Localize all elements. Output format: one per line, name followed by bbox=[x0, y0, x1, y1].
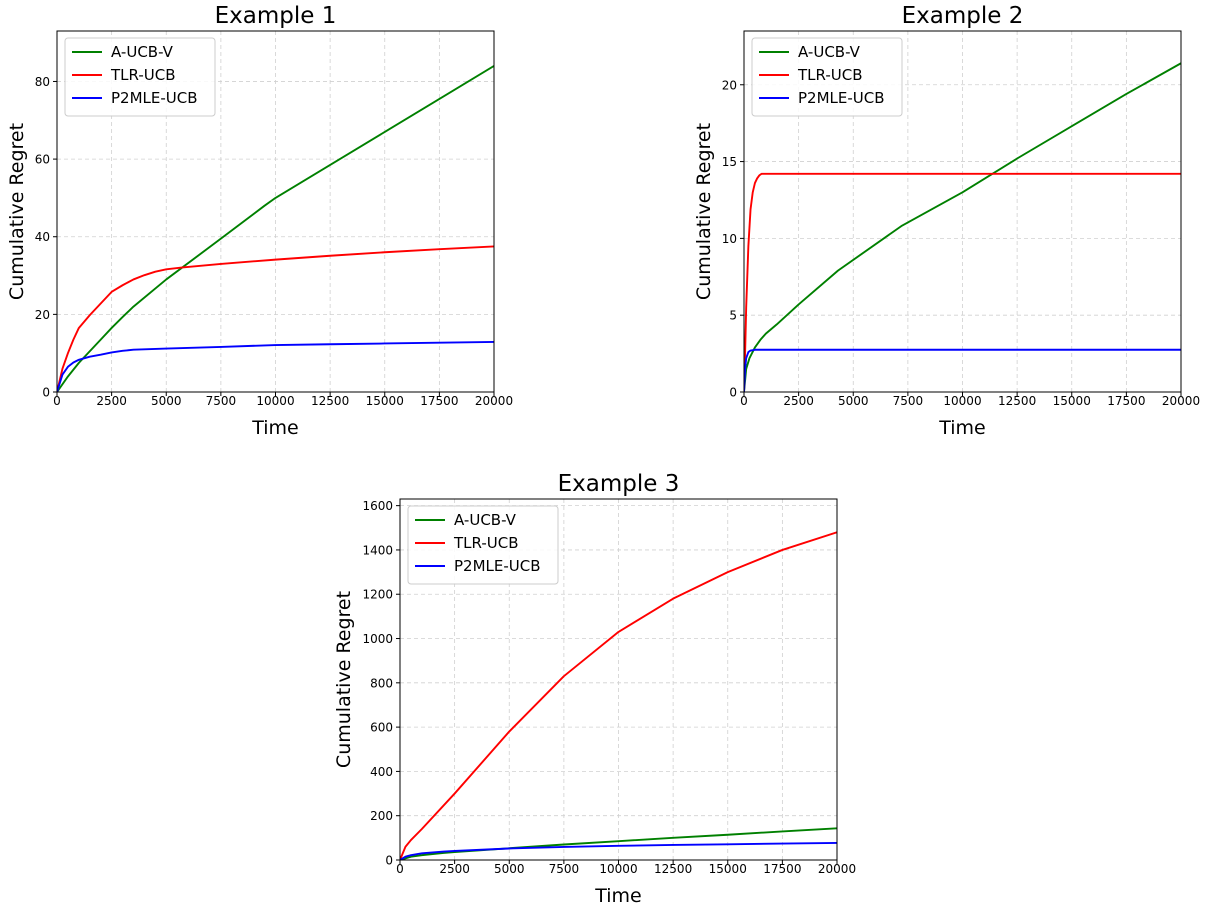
chart-1: 0 2500 5000 7500 10000 12500 15000 17500 20000 0 2… bbox=[6, 3, 513, 439]
chart-3-xtick-label-7: 17500 bbox=[763, 862, 801, 876]
chart-3-legend-label-p2mle-ucb: P2MLE-UCB bbox=[454, 557, 541, 575]
chart-3-ytick-label-5: 1000 bbox=[362, 632, 393, 646]
chart-1-series-p2mle-ucb bbox=[57, 340, 494, 392]
chart-1-legend-label-p2mle-ucb: P2MLE-UCB bbox=[111, 89, 198, 107]
chart-3-ytick-label-4: 800 bbox=[370, 676, 393, 690]
chart-1-ytick-label-3: 60 bbox=[35, 153, 50, 167]
chart-1-title: Example 1 bbox=[215, 3, 337, 29]
chart-2-xtick-label-3: 7500 bbox=[893, 394, 924, 408]
chart-1-xtick-label-6: 15000 bbox=[366, 394, 404, 408]
chart-1-xtick-label-1: 2500 bbox=[96, 394, 127, 408]
chart-2-xtick-label-8: 20000 bbox=[1162, 394, 1200, 408]
chart-3-ylabel: Cumulative Regret bbox=[333, 591, 355, 768]
chart-3-ytick-label-6: 1200 bbox=[362, 588, 393, 602]
chart-3-xtick-label-8: 20000 bbox=[818, 862, 856, 876]
chart-3-ytick-label-8: 1600 bbox=[362, 499, 393, 513]
chart-1-legend bbox=[64, 37, 216, 117]
chart-2-series-a-ucb-v bbox=[744, 62, 1181, 392]
chart-3-series-tlr-ucb bbox=[400, 531, 837, 860]
chart-1-series-tlr-ucb bbox=[57, 245, 494, 392]
chart-3-series-p2mle-ucb bbox=[400, 842, 837, 860]
chart-2-xtick-label-4: 10000 bbox=[943, 394, 981, 408]
chart-3-ytick-label-2: 400 bbox=[370, 765, 393, 779]
chart-3-xtick-label-5: 12500 bbox=[654, 862, 692, 876]
chart-1-xtick-label-7: 17500 bbox=[420, 394, 458, 408]
chart-1-xtick-label-4: 10000 bbox=[256, 394, 294, 408]
chart-2-xtick-label-5: 12500 bbox=[998, 394, 1036, 408]
chart-3-xtick-label-4: 10000 bbox=[599, 862, 637, 876]
chart-3-ytick-label-0: 0 bbox=[385, 854, 393, 868]
chart-1-xtick-label-3: 7500 bbox=[206, 394, 237, 408]
chart-3: 0 2500 5000 7500 10000 12500 15000 17500 20000 0 2… bbox=[333, 471, 856, 907]
chart-2-xtick-label-6: 15000 bbox=[1053, 394, 1091, 408]
chart-1-ytick-label-0: 0 bbox=[42, 386, 50, 400]
chart-3-legend-label-tlr-ucb: TLR-UCB bbox=[453, 534, 519, 552]
chart-1-legend-label-a-ucb-v: A-UCB-V bbox=[111, 43, 174, 61]
chart-2-xtick-label-2: 5000 bbox=[838, 394, 869, 408]
chart-3-legend bbox=[407, 505, 559, 585]
chart-1-series-a-ucb-v bbox=[57, 65, 494, 392]
chart-2-legend bbox=[751, 37, 903, 117]
chart-2-xtick-label-1: 2500 bbox=[783, 394, 814, 408]
chart-2-legend-label-tlr-ucb: TLR-UCB bbox=[797, 66, 863, 84]
chart-2-xtick-label-0: 0 bbox=[740, 394, 748, 408]
chart-3-ytick-label-1: 200 bbox=[370, 809, 393, 823]
chart-2-legend-label-a-ucb-v: A-UCB-V bbox=[798, 43, 861, 61]
chart-1-xtick-label-2: 5000 bbox=[151, 394, 182, 408]
chart-3-ytick-label-3: 600 bbox=[370, 721, 393, 735]
chart-3-title: Example 3 bbox=[558, 471, 680, 497]
chart-2-ytick-label-3: 15 bbox=[722, 155, 737, 169]
chart-3-xtick-label-1: 2500 bbox=[439, 862, 470, 876]
chart-2-ytick-label-4: 20 bbox=[722, 78, 737, 92]
chart-3-ytick-label-7: 1400 bbox=[362, 543, 393, 557]
chart-2-series-p2mle-ucb bbox=[744, 348, 1181, 392]
chart-1-ytick-label-1: 20 bbox=[35, 308, 50, 322]
chart-1-ylabel: Cumulative Regret bbox=[6, 123, 28, 300]
chart-2-ytick-label-1: 5 bbox=[729, 309, 737, 323]
chart-3-xtick-label-2: 5000 bbox=[494, 862, 525, 876]
chart-3-legend-label-a-ucb-v: A-UCB-V bbox=[454, 511, 517, 529]
chart-1-xtick-label-0: 0 bbox=[53, 394, 61, 408]
chart-1-xlabel: Time bbox=[251, 417, 299, 439]
chart-1-ytick-label-2: 40 bbox=[35, 230, 50, 244]
chart-2: 0 2500 5000 7500 10000 12500 15000 17500 20000 0 5… bbox=[693, 3, 1200, 439]
chart-1-xtick-label-5: 12500 bbox=[311, 394, 349, 408]
chart-3-xtick-label-6: 15000 bbox=[709, 862, 747, 876]
chart-3-xlabel: Time bbox=[594, 885, 642, 907]
chart-2-ytick-label-2: 10 bbox=[722, 232, 737, 246]
chart-3-xtick-label-3: 7500 bbox=[549, 862, 580, 876]
chart-2-ylabel: Cumulative Regret bbox=[693, 123, 715, 300]
chart-3-xtick-label-0: 0 bbox=[396, 862, 404, 876]
chart-2-ytick-label-0: 0 bbox=[729, 386, 737, 400]
chart-2-title: Example 2 bbox=[902, 3, 1024, 29]
chart-2-xlabel: Time bbox=[938, 417, 986, 439]
chart-1-xtick-label-8: 20000 bbox=[475, 394, 513, 408]
chart-1-ytick-label-4: 80 bbox=[35, 75, 50, 89]
chart-2-series-tlr-ucb bbox=[744, 172, 1181, 392]
chart-2-xtick-label-7: 17500 bbox=[1107, 394, 1145, 408]
chart-2-legend-label-p2mle-ucb: P2MLE-UCB bbox=[798, 89, 885, 107]
chart-1-legend-label-tlr-ucb: TLR-UCB bbox=[110, 66, 176, 84]
chart-3-series-a-ucb-v bbox=[400, 827, 837, 860]
